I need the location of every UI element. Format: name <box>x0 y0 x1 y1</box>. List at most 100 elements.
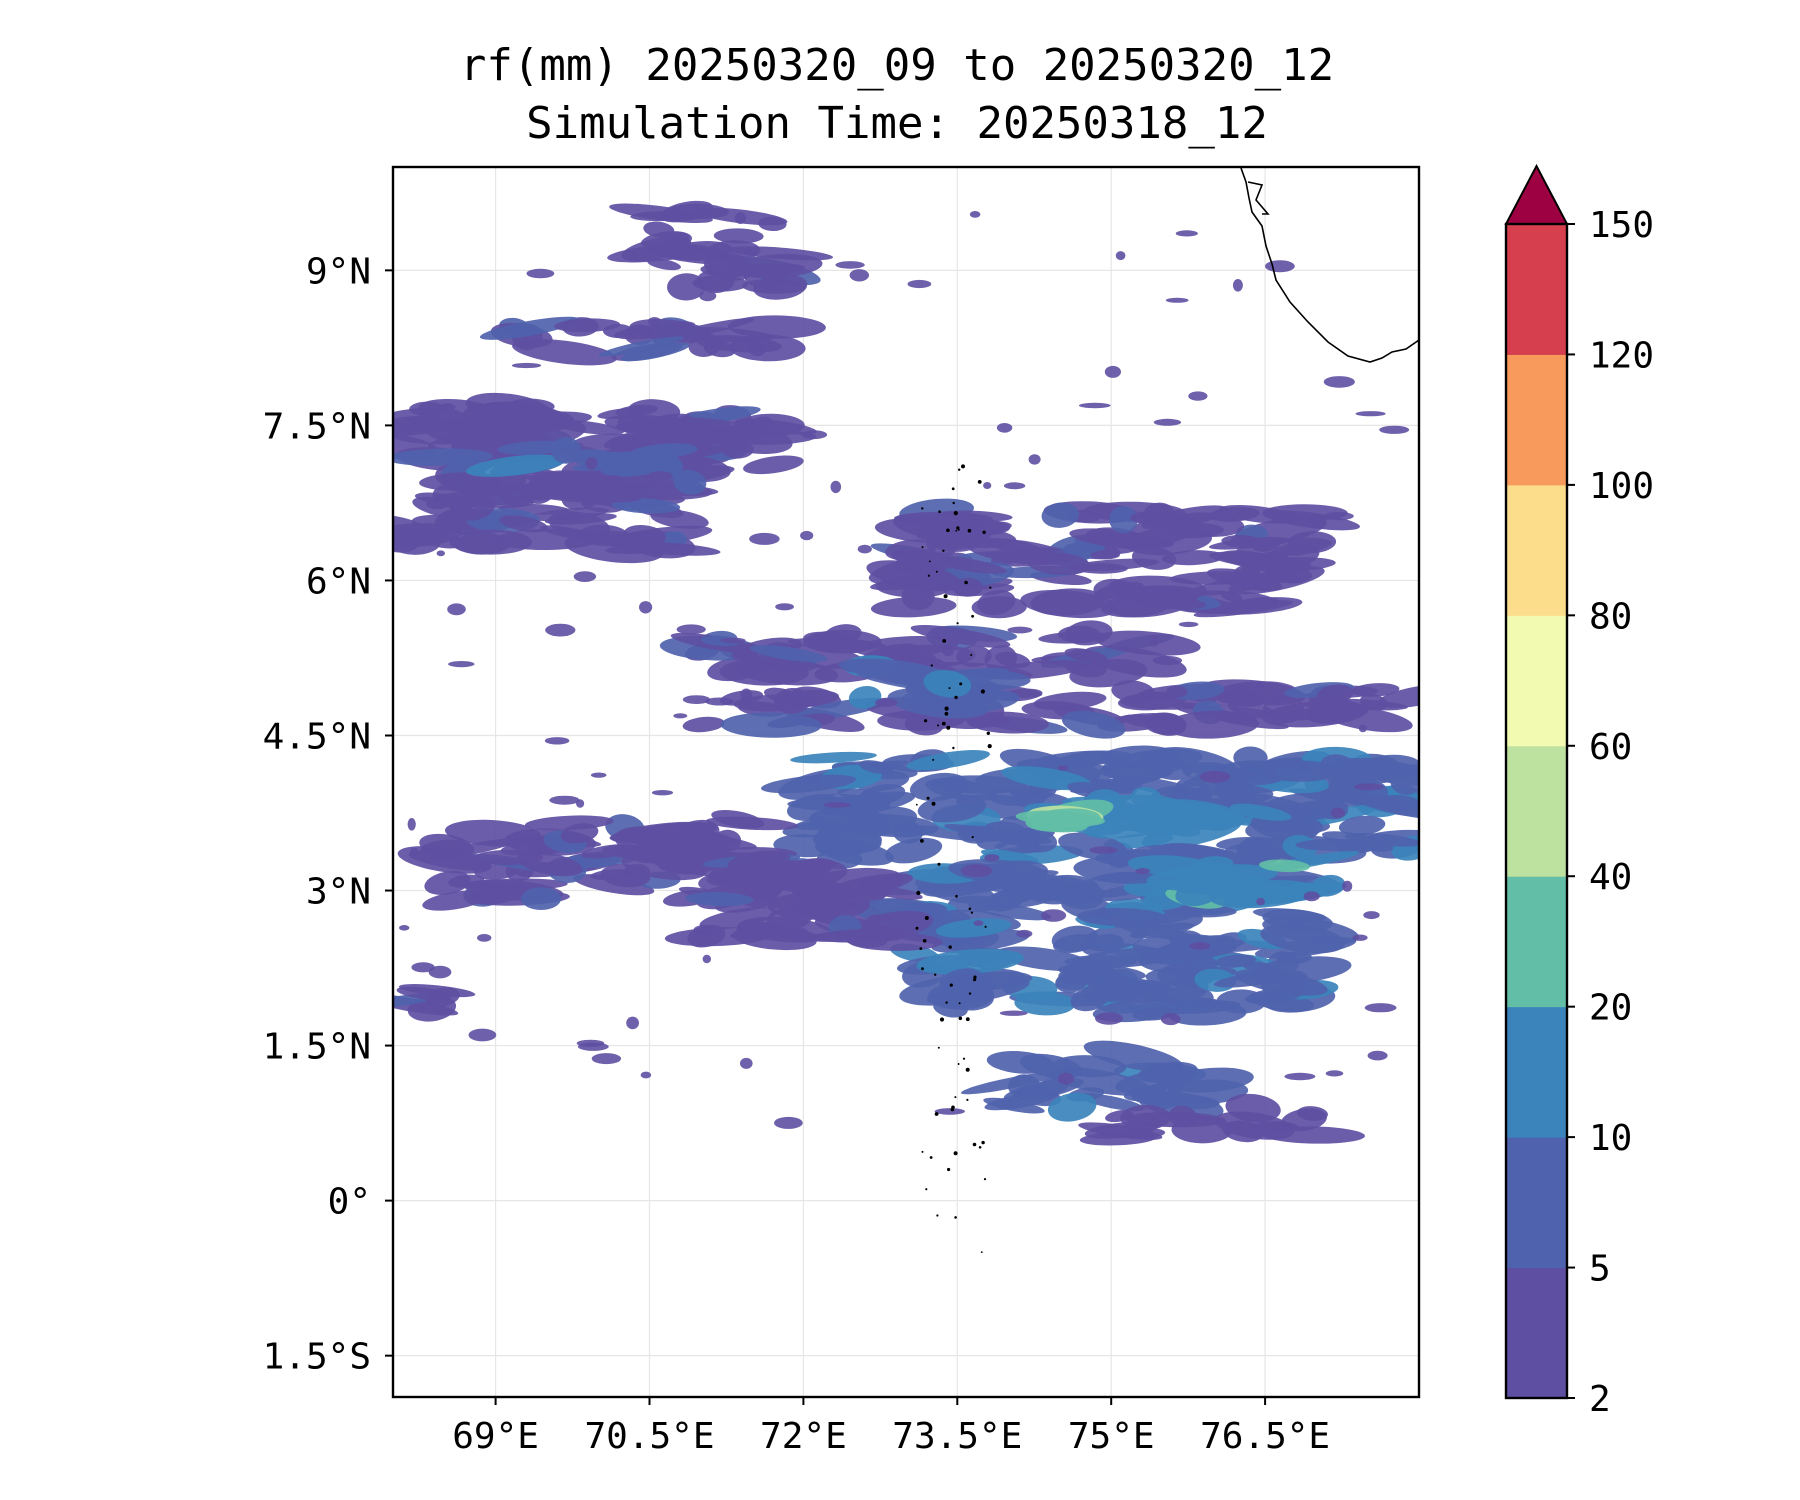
atoll-dot <box>955 529 958 532</box>
atoll-dot <box>927 574 931 577</box>
rain-band <box>1127 851 1360 911</box>
atoll-dot <box>961 464 965 469</box>
rain-cell <box>817 839 894 866</box>
rain-cell <box>906 750 990 771</box>
rain-cell <box>1258 579 1270 592</box>
rain-band <box>1078 1093 1365 1146</box>
rain-cell <box>499 515 549 533</box>
rain-cell <box>749 532 780 545</box>
rain-cell <box>916 948 1024 975</box>
rain-cell <box>984 854 1000 862</box>
rain-cell <box>1057 1072 1074 1085</box>
rain-cell <box>857 544 872 554</box>
rain-cell <box>1285 542 1316 556</box>
rain-cell <box>1221 535 1264 549</box>
rain-cell <box>1083 1040 1184 1073</box>
rain-cell <box>1055 971 1088 993</box>
rain-cell <box>1351 683 1400 697</box>
rain-cell <box>1132 596 1207 610</box>
rain-cell <box>665 231 693 245</box>
atoll-dot <box>973 975 977 979</box>
rain-cell <box>1379 425 1410 434</box>
colorbar-tick-label: 40 <box>1589 857 1632 898</box>
atoll-dot <box>962 1057 966 1060</box>
rain-cell <box>1336 758 1370 775</box>
rain-cell <box>1068 558 1160 571</box>
rain-cell <box>1009 788 1073 806</box>
rain-cell <box>704 836 737 846</box>
rain-cell <box>1213 971 1291 988</box>
rain-cell <box>1002 883 1037 903</box>
rain-cell <box>1171 1115 1233 1144</box>
rain-band <box>761 745 1419 872</box>
rain-cell <box>960 864 993 878</box>
rain-cell <box>1112 774 1214 800</box>
atoll-dot <box>944 711 949 716</box>
rain-cell <box>983 482 992 489</box>
rain-cell <box>942 646 954 657</box>
rain-cell <box>1135 868 1150 875</box>
atoll-dot <box>958 468 961 471</box>
atoll-dot <box>944 706 949 711</box>
rain-cell <box>682 716 725 733</box>
rain-cell <box>1121 714 1170 729</box>
rain-cell <box>645 453 683 474</box>
colorbar-swatch <box>1506 1006 1567 1138</box>
rain-cell <box>692 275 749 292</box>
rain-cell <box>585 456 598 470</box>
rain-cell <box>640 1071 652 1079</box>
rain-cell <box>1363 911 1380 920</box>
rain-cell <box>1090 550 1120 560</box>
rain-cell <box>1358 724 1367 733</box>
atoll-dot <box>953 1151 958 1156</box>
rain-cell <box>1170 996 1228 1009</box>
maldives-atolls <box>915 464 992 1253</box>
atoll-dot <box>967 528 972 533</box>
rain-cell <box>611 498 681 514</box>
colorbar-extend-arrow <box>1504 163 1569 225</box>
rain-cell <box>1259 760 1340 782</box>
colorbar-tick-label: 20 <box>1589 988 1632 1029</box>
rain-cell <box>1045 1066 1152 1096</box>
atoll-dot <box>977 480 982 484</box>
rain-band <box>960 1040 1254 1122</box>
atoll-dot <box>932 758 935 761</box>
atoll-dot <box>956 526 960 530</box>
colorbar-tick-label: 10 <box>1589 1118 1632 1159</box>
atoll-dot <box>987 744 992 749</box>
x-axis-ticks: 69°E 70.5°E 72°E 73.5°E 75°E 76.5°E <box>452 1397 1330 1457</box>
rain-cell <box>647 471 673 481</box>
atoll-dot <box>916 890 921 896</box>
rain-cell <box>734 212 747 225</box>
rain-cell <box>524 815 614 831</box>
y-axis-ticks: 9°N 7.5°N 6°N 4.5°N 3°N 1.5°N 0° 1.5°S <box>263 251 393 1378</box>
rain-cell <box>904 714 944 736</box>
atoll-dot <box>931 801 936 806</box>
rain-cell <box>411 962 435 973</box>
atoll-dot <box>941 721 946 726</box>
rain-cell <box>393 515 430 546</box>
rain-cell <box>1095 1012 1123 1025</box>
atoll-dot <box>989 586 992 589</box>
rain-cell <box>477 934 492 942</box>
rain-cell <box>521 887 562 911</box>
atoll-dot <box>929 1156 933 1159</box>
rain-cell <box>1111 680 1156 703</box>
atoll-dot <box>972 1142 977 1147</box>
rain-cell <box>1295 838 1370 851</box>
atoll-dot <box>938 510 941 513</box>
atoll-dot <box>935 570 938 573</box>
rain-cell <box>416 529 446 541</box>
atoll-dot <box>922 939 927 943</box>
rain-cell <box>1256 897 1265 906</box>
atoll-dot <box>948 945 952 949</box>
colorbar-swatch <box>1506 354 1567 486</box>
colorbar-tick-label: 120 <box>1589 335 1654 376</box>
rain-cell <box>884 837 943 864</box>
rain-cell <box>1245 987 1305 1005</box>
colorbar-tick-label: 80 <box>1589 596 1632 637</box>
rain-cell <box>1120 1104 1171 1131</box>
rain-cell <box>1016 929 1033 938</box>
colorbar-swatch <box>1506 876 1567 1008</box>
